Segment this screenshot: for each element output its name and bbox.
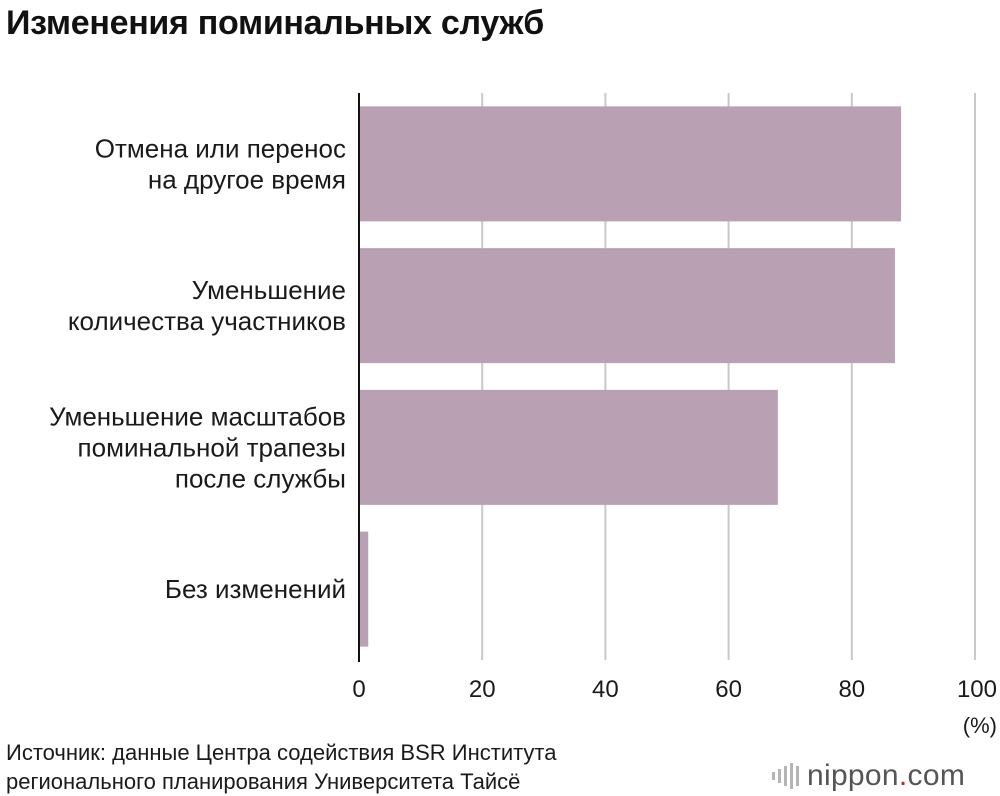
- chart-title: Изменения поминальных служб: [6, 4, 544, 42]
- x-tick-label: 40: [592, 676, 619, 703]
- unit-label: (%): [963, 713, 997, 738]
- x-tick-label: 80: [838, 676, 865, 703]
- category-label: Без изменений: [165, 574, 346, 604]
- x-tick-label: 20: [469, 676, 496, 703]
- sound-bars-icon: [772, 763, 799, 789]
- bar: [359, 248, 895, 364]
- source-line: регионального планирования Университета …: [6, 769, 521, 794]
- category-label: Уменьшение: [192, 275, 346, 305]
- category-label: количества участников: [68, 306, 346, 336]
- category-label: на другое время: [148, 164, 346, 194]
- bar: [359, 106, 902, 222]
- bar: [359, 389, 778, 505]
- category-label: после службы: [175, 463, 346, 493]
- nippon-logo: nippon.com: [772, 759, 966, 792]
- category-label: Уменьшение масштабов: [49, 401, 346, 431]
- x-tick-label: 60: [715, 676, 742, 703]
- brand-name: nippon: [807, 759, 899, 792]
- brand-dot: .: [898, 759, 908, 792]
- source-line: Источник: данные Центра содействия BSR И…: [6, 740, 557, 765]
- category-label: Отмена или перенос: [95, 133, 346, 163]
- bar: [359, 531, 369, 647]
- brand-suffix: com: [907, 759, 966, 792]
- x-tick-label: 0: [352, 676, 365, 703]
- source-note: Источник: данные Центра содействия BSR И…: [6, 738, 557, 796]
- category-label: поминальной трапезы: [78, 432, 346, 462]
- x-tick-label: 100: [957, 676, 997, 703]
